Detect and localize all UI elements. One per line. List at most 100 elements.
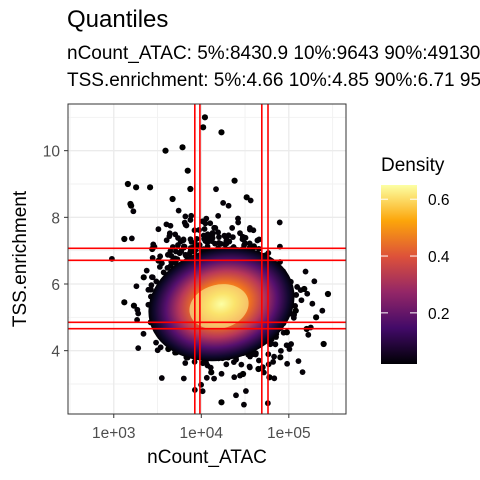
data-point bbox=[218, 370, 225, 377]
chart-subtitle-tss: TSS.enrichment: 5%:4.66 10%:4.85 90%:6.7… bbox=[67, 70, 480, 91]
data-point bbox=[176, 250, 183, 257]
data-point bbox=[212, 225, 219, 231]
data-point bbox=[319, 307, 326, 314]
legend-tick-label: 0.2 bbox=[428, 306, 450, 323]
data-point bbox=[155, 226, 162, 233]
outlier-point bbox=[179, 144, 186, 151]
y-tick-label: 10 bbox=[43, 144, 61, 161]
data-point bbox=[140, 330, 147, 337]
data-point bbox=[199, 388, 206, 395]
outlier-point bbox=[277, 354, 284, 361]
data-point bbox=[164, 251, 171, 258]
outlier-point bbox=[239, 370, 247, 378]
y-axis: 4 6 8 10 bbox=[43, 144, 68, 361]
data-point bbox=[154, 347, 161, 354]
data-point bbox=[298, 297, 305, 304]
data-point bbox=[164, 265, 171, 271]
data-point bbox=[182, 221, 189, 228]
data-point bbox=[182, 360, 189, 366]
data-point bbox=[216, 234, 222, 240]
outlier-point bbox=[218, 399, 225, 406]
data-point bbox=[247, 224, 253, 231]
outlier-point bbox=[292, 307, 299, 314]
outlier-point bbox=[320, 340, 327, 348]
data-point bbox=[270, 359, 277, 365]
data-point bbox=[295, 358, 302, 365]
y-tick-label: 6 bbox=[51, 277, 60, 294]
data-point bbox=[182, 213, 189, 220]
outlier-point bbox=[146, 184, 154, 191]
data-point bbox=[311, 278, 318, 285]
outlier-point bbox=[324, 290, 332, 298]
data-point bbox=[278, 347, 284, 354]
data-point bbox=[153, 339, 159, 346]
outlier-point bbox=[130, 302, 138, 309]
data-point bbox=[143, 267, 150, 274]
data-point bbox=[128, 235, 135, 242]
quantile-lines bbox=[68, 104, 346, 414]
data-point bbox=[302, 268, 309, 275]
data-point bbox=[213, 186, 219, 193]
data-point bbox=[246, 364, 253, 371]
colorbar bbox=[381, 185, 417, 364]
y-tick-label: 8 bbox=[51, 210, 60, 227]
density-cloud bbox=[148, 246, 295, 362]
data-point bbox=[235, 215, 241, 222]
data-point bbox=[309, 300, 316, 307]
data-point bbox=[271, 353, 277, 360]
data-point bbox=[209, 235, 216, 241]
data-point bbox=[271, 375, 278, 382]
data-point bbox=[156, 263, 163, 270]
data-point bbox=[133, 283, 140, 290]
outlier-point bbox=[231, 177, 238, 184]
data-point bbox=[187, 236, 194, 243]
data-point bbox=[293, 292, 300, 298]
data-point bbox=[198, 381, 205, 388]
data-point bbox=[175, 207, 182, 214]
outlier-point bbox=[162, 147, 169, 154]
data-point bbox=[290, 314, 297, 321]
data-point bbox=[256, 357, 262, 364]
outlier-point bbox=[283, 329, 290, 336]
outlier-point bbox=[208, 369, 215, 376]
x-axis: 1e+03 1e+04 1e+05 bbox=[92, 414, 311, 442]
data-point bbox=[135, 345, 142, 352]
outlier-point bbox=[218, 129, 225, 136]
data-point bbox=[238, 361, 245, 368]
outlier-point bbox=[200, 124, 207, 131]
data-point bbox=[202, 220, 209, 227]
data-point bbox=[203, 215, 210, 222]
data-point bbox=[134, 317, 141, 323]
data-point bbox=[304, 290, 311, 297]
data-point bbox=[209, 230, 216, 236]
chart-subtitle-ncount: nCount_ATAC: 5%:8430.9 10%:9643 90%:4913… bbox=[67, 43, 480, 64]
data-point bbox=[147, 286, 154, 293]
data-point bbox=[229, 225, 236, 231]
data-point bbox=[237, 230, 243, 237]
data-point bbox=[201, 226, 208, 232]
x-tick-label: 1e+05 bbox=[267, 425, 311, 442]
y-axis-label: TSS.enrichment bbox=[10, 190, 31, 327]
data-point bbox=[148, 282, 155, 289]
data-point bbox=[199, 360, 206, 367]
data-point bbox=[288, 341, 295, 347]
data-point bbox=[241, 401, 247, 408]
data-point bbox=[294, 284, 301, 290]
data-point bbox=[215, 212, 222, 219]
data-point bbox=[204, 362, 211, 369]
outlier-point bbox=[169, 195, 176, 203]
data-point bbox=[212, 240, 218, 247]
x-axis-label: nCount_ATAC bbox=[147, 447, 267, 468]
data-point bbox=[225, 202, 232, 209]
data-point bbox=[247, 353, 253, 360]
outlier-point bbox=[124, 180, 131, 188]
data-point bbox=[242, 234, 249, 241]
outlier-point bbox=[128, 202, 135, 209]
data-point bbox=[158, 375, 165, 381]
x-tick-label: 1e+03 bbox=[92, 425, 136, 442]
density-core bbox=[189, 284, 249, 330]
data-point bbox=[211, 375, 217, 382]
outlier-point bbox=[121, 299, 128, 306]
data-point bbox=[172, 231, 179, 238]
data-point bbox=[299, 369, 306, 376]
